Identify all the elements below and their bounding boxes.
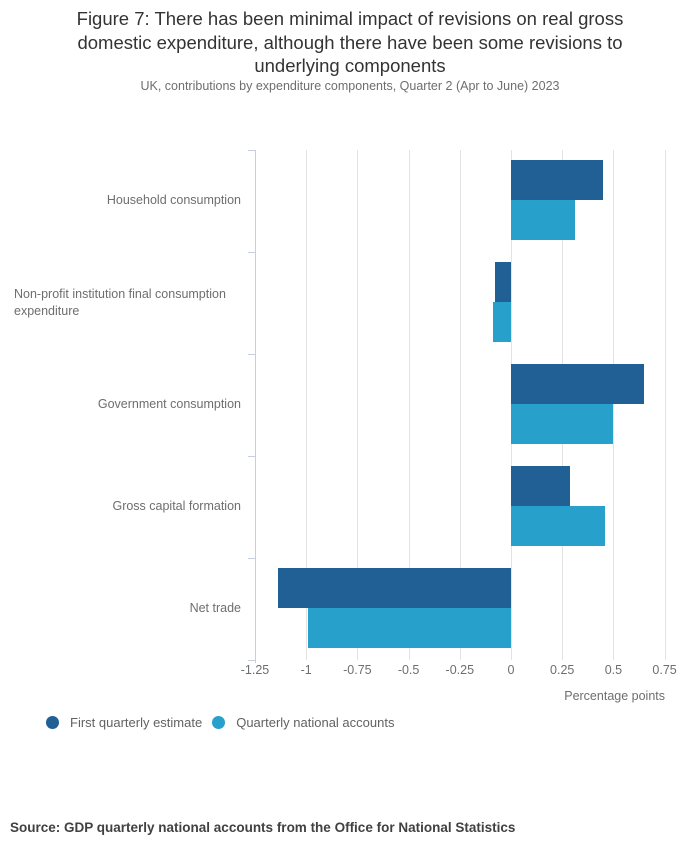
y-axis-tick [248, 252, 255, 253]
bar-quarterly-national-accounts[interactable] [511, 404, 614, 444]
y-axis-tick [248, 456, 255, 457]
x-tick-label: 0.25 [550, 663, 575, 677]
source-note: Source: GDP quarterly national accounts … [10, 820, 516, 835]
plot-area: -1.25 -1 -0.75 -0.5 -0.25 0 0.25 0.5 0.75 [241, 150, 680, 677]
y-axis-tick [248, 150, 255, 151]
bar-quarterly-national-accounts[interactable] [511, 506, 606, 546]
category-label-row: Gross capital formation [14, 456, 241, 558]
y-axis-tick [248, 558, 255, 559]
bar-first-quarterly-estimate[interactable] [494, 262, 511, 302]
chart-subtitle: UK, contributions by expenditure compone… [140, 79, 560, 93]
bar-first-quarterly-estimate[interactable] [277, 568, 511, 608]
x-axis-title: Percentage points [564, 689, 665, 703]
legend: First quarterly estimate Quarterly natio… [46, 715, 394, 730]
x-tick-label: 0.5 [604, 663, 623, 677]
x-gridline [357, 150, 359, 660]
chart-title: Figure 7: There has been minimal impact … [76, 8, 624, 76]
category-label: Government consumption [97, 397, 241, 412]
category-label: Gross capital formation [112, 499, 241, 514]
legend-swatch-light-blue [212, 716, 226, 729]
category-label: Household consumption [106, 193, 241, 208]
x-tick-label: -0.75 [343, 663, 372, 677]
x-tick-label: -0.25 [445, 663, 475, 677]
x-gridline [408, 150, 410, 660]
x-tick-label: 0.75 [652, 663, 677, 677]
x-gridline [613, 150, 615, 660]
y-axis-tick [248, 354, 255, 355]
bar-quarterly-national-accounts[interactable] [511, 200, 575, 240]
x-tick-label: -1 [300, 663, 312, 677]
legend-item-quarterly-national-accounts[interactable]: Quarterly national accounts [212, 715, 394, 730]
legend-label: Quarterly national accounts [236, 715, 395, 730]
category-label: Non-profit institution final consumption… [14, 286, 226, 319]
x-gridline [459, 150, 461, 660]
category-label-row: Government consumption [14, 354, 241, 456]
x-gridline [664, 150, 666, 660]
bar-first-quarterly-estimate[interactable] [511, 160, 604, 200]
bar-quarterly-national-accounts[interactable] [308, 608, 512, 648]
bar-first-quarterly-estimate[interactable] [511, 364, 645, 404]
x-gridline [306, 150, 308, 660]
x-tick-label: 0 [507, 663, 515, 677]
legend-label: First quarterly estimate [70, 715, 203, 730]
x-tick-label: -1.25 [240, 663, 270, 677]
legend-item-first-quarterly-estimate[interactable]: First quarterly estimate [46, 715, 202, 730]
bar-first-quarterly-estimate[interactable] [511, 466, 571, 506]
bar-quarterly-national-accounts[interactable] [492, 302, 511, 342]
legend-swatch-dark-blue [46, 716, 59, 729]
category-label-row: Household consumption [14, 150, 241, 252]
category-label: Net trade [189, 601, 241, 616]
x-tick-label: -0.5 [397, 663, 420, 677]
category-label-row: Net trade [14, 558, 241, 660]
category-label-row: Non-profit institution final consumption… [14, 252, 241, 354]
y-axis-tick [248, 660, 255, 661]
y-axis-line [255, 150, 256, 663]
